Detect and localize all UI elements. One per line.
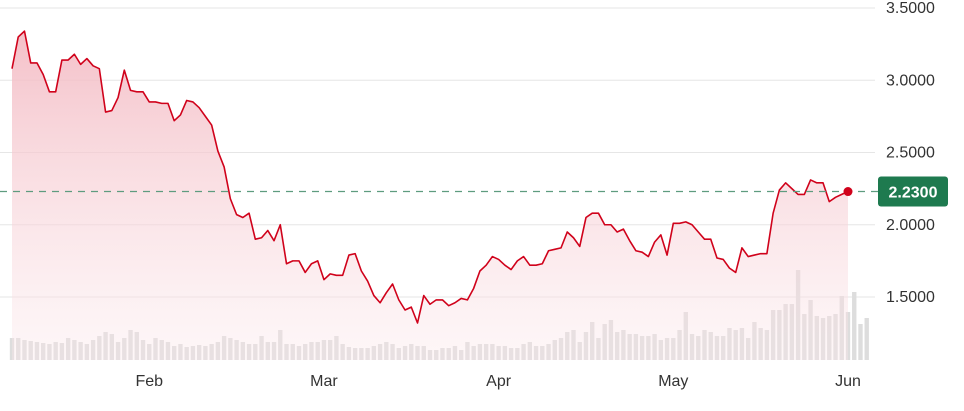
price-area [12,31,848,361]
last-value-label: 2.2300 [889,185,938,202]
last-point-marker [843,187,853,197]
area-fill [12,31,848,361]
x-axis-ticks: FebMarAprMayJunJul [135,373,861,390]
last-value-badge-bg [878,176,948,207]
x-tick-label: Feb [135,373,163,390]
y-axis-ticks: 1.5000 2.0000 2.5000 3.0000 3.5000 [886,0,935,306]
y-tick-label: 1.5000 [886,289,935,306]
y-tick-label: 3.5000 [886,0,935,17]
y-tick-label: 3.0000 [886,72,935,89]
price-series [11,30,849,324]
volume-bar [858,324,863,360]
x-tick-label: May [658,373,688,390]
x-tick-label: Mar [310,373,338,390]
series-line [11,30,849,324]
x-tick-label: Jun [835,373,861,390]
x-tick-label: Apr [486,373,512,390]
volume-bar [864,318,869,360]
y-tick-label: 2.5000 [886,145,935,162]
y-tick-label: 2.0000 [886,217,935,234]
last-value-badge: 2.2300 [878,176,948,207]
volume-bar [852,292,857,360]
last-value-reference [0,187,878,197]
